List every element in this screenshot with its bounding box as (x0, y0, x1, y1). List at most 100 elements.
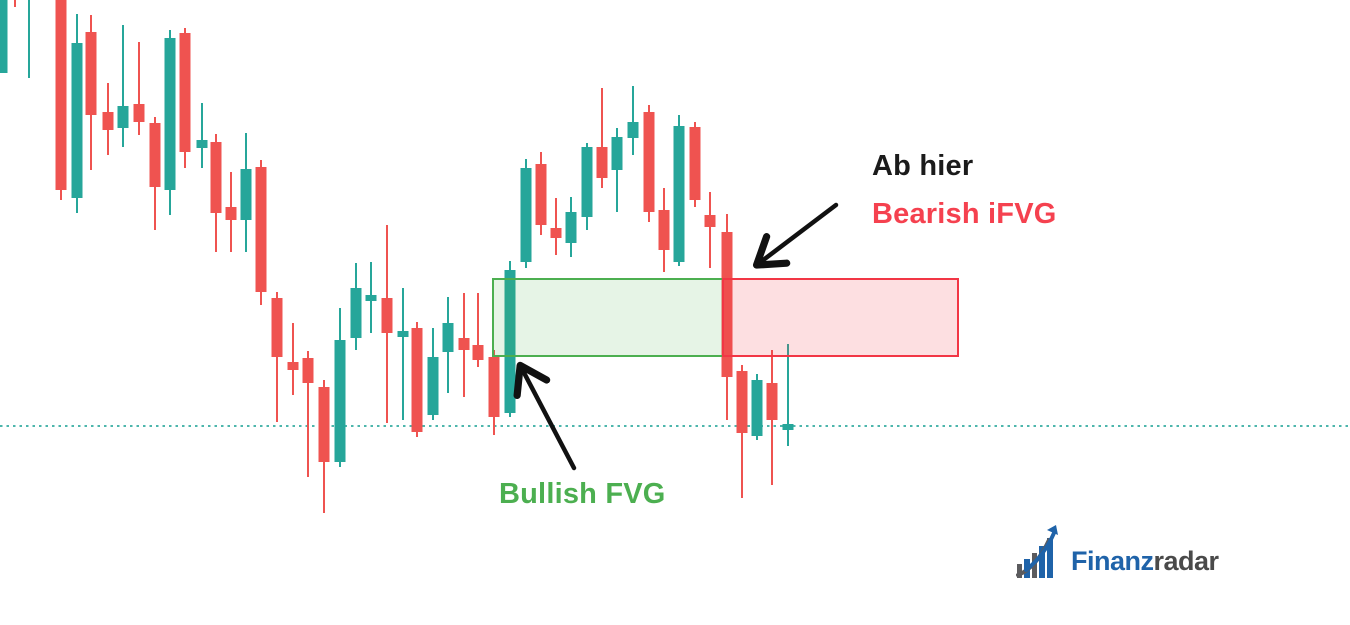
candle-body (504, 270, 516, 413)
candle-body (365, 295, 377, 301)
candle-body (736, 371, 748, 433)
annotation-bullish-fvg: Bullish FVG (499, 478, 666, 510)
candle-up (442, 297, 454, 393)
candle-down (411, 322, 423, 437)
candle-down (255, 160, 267, 305)
candle-body (704, 215, 716, 227)
candle-body (411, 328, 423, 432)
candle-up (611, 128, 623, 212)
candle-body (164, 38, 176, 190)
candle-up (334, 308, 346, 467)
candle-body (179, 33, 191, 152)
candle-up (365, 262, 377, 333)
logo-wordmark: Finanzradar (1071, 548, 1219, 582)
candle-body (751, 380, 763, 436)
candle-up (520, 159, 532, 268)
candle-down (689, 122, 701, 207)
candle-down (225, 172, 237, 252)
fvg-zone-bullish-fvg (492, 278, 724, 357)
candle-down (85, 15, 97, 170)
candle-down (596, 88, 608, 188)
candle-body (334, 340, 346, 462)
candle-up (427, 328, 439, 420)
candle-down (318, 380, 330, 513)
candle-down (488, 350, 500, 435)
candle-body (611, 137, 623, 170)
candle-up (28, 0, 30, 78)
candle-down (14, 0, 16, 7)
candle-up (627, 86, 639, 155)
logo-text-radar: radar (1153, 546, 1220, 576)
candle-up (117, 25, 129, 147)
candle-body (196, 140, 208, 148)
fvg-zone-bearish-ifvg (722, 278, 959, 357)
logo-text-finanz: Finanz (1071, 546, 1154, 576)
candle-up (782, 344, 794, 446)
candle-up (581, 143, 593, 230)
candle-body (318, 387, 330, 462)
candle-down (721, 214, 733, 420)
annotation-arrow-to-bullish-fvg (513, 361, 577, 471)
candle-up (751, 374, 763, 440)
candle-body (71, 43, 83, 198)
candle-body (0, 0, 8, 73)
candle-body (102, 112, 114, 130)
candle-body (488, 357, 500, 417)
candle-body (427, 357, 439, 415)
candle-body (596, 147, 608, 178)
candle-up (350, 263, 362, 350)
candle-up (565, 197, 577, 257)
candle-up (397, 288, 409, 420)
candle-up (0, 0, 8, 73)
candle-body (350, 288, 362, 338)
candle-body (627, 122, 639, 138)
annotation-arrow-to-bearish-ifvg (752, 202, 839, 269)
candle-body (766, 383, 778, 420)
annotation-bearish-ifvg: Bearish iFVG (872, 198, 1057, 230)
candle-body (520, 168, 532, 262)
candle-down (550, 198, 562, 255)
candle-body (287, 362, 299, 370)
candle-body (442, 323, 454, 352)
candle-down (55, 0, 67, 200)
candle-up (196, 103, 208, 168)
candle-down (271, 292, 283, 422)
candle-down (704, 192, 716, 268)
candle-body (85, 32, 97, 115)
candle-body (133, 104, 145, 122)
candle-down (287, 323, 299, 395)
candle-up (71, 14, 83, 213)
candle-body (472, 345, 484, 360)
candle-down (736, 365, 748, 498)
candle-body (458, 338, 470, 350)
candle-down (472, 293, 484, 367)
candle-up (673, 115, 685, 266)
candle-up (240, 133, 252, 252)
candle-body (255, 167, 267, 292)
candle-down (210, 134, 222, 252)
candle-body (658, 210, 670, 250)
candle-down (381, 225, 393, 423)
candle-body (210, 142, 222, 213)
candle-body (381, 298, 393, 333)
candle-body (149, 123, 161, 187)
candle-body (565, 212, 577, 243)
candle-body (55, 0, 67, 190)
candle-body (397, 331, 409, 337)
candle-body (673, 126, 685, 262)
candle-body (302, 358, 314, 383)
candle-body (689, 127, 701, 200)
bar-chart-arrow-icon (1016, 525, 1058, 578)
candle-down (102, 83, 114, 155)
candle-body (225, 207, 237, 220)
candle-down (658, 188, 670, 272)
candle-down (643, 105, 655, 222)
candle-down (149, 117, 161, 230)
candle-body (550, 228, 562, 238)
candle-body (117, 106, 129, 128)
candle-up (504, 261, 516, 417)
candle-down (535, 152, 547, 235)
finanzradar-logo: Finanzradar (1016, 524, 1219, 582)
